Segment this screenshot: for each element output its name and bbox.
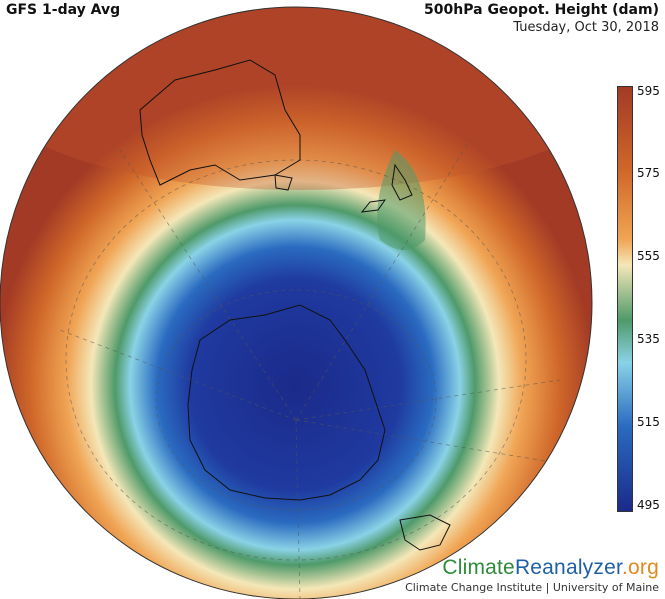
colorbar-tick: 495 [637, 498, 660, 512]
date-label: Tuesday, Oct 30, 2018 [513, 20, 659, 35]
brand-part-climate: Climate [442, 556, 515, 579]
brand-part-reanalyzer: Reanalyzer [514, 556, 622, 579]
colorbar-tick: 555 [637, 249, 660, 263]
brand-logo[interactable]: ClimateReanalyzer.org Climate Change Ins… [405, 556, 659, 594]
coastlines [139, 59, 451, 551]
colorbar-tick: 595 [637, 84, 660, 98]
globe-outline [0, 6, 593, 599]
colorbar-tick: 575 [637, 166, 660, 180]
brand-part-org: .org [622, 556, 659, 579]
brand-subtitle: Climate Change Institute | University of… [405, 581, 659, 594]
map-title: GFS 1-day Avg [6, 2, 121, 18]
colorbar-tick: 535 [637, 332, 660, 346]
variable-title: 500hPa Geopot. Height (dam) [424, 2, 659, 18]
colorbar [617, 86, 633, 512]
colorbar-tick: 515 [637, 415, 660, 429]
